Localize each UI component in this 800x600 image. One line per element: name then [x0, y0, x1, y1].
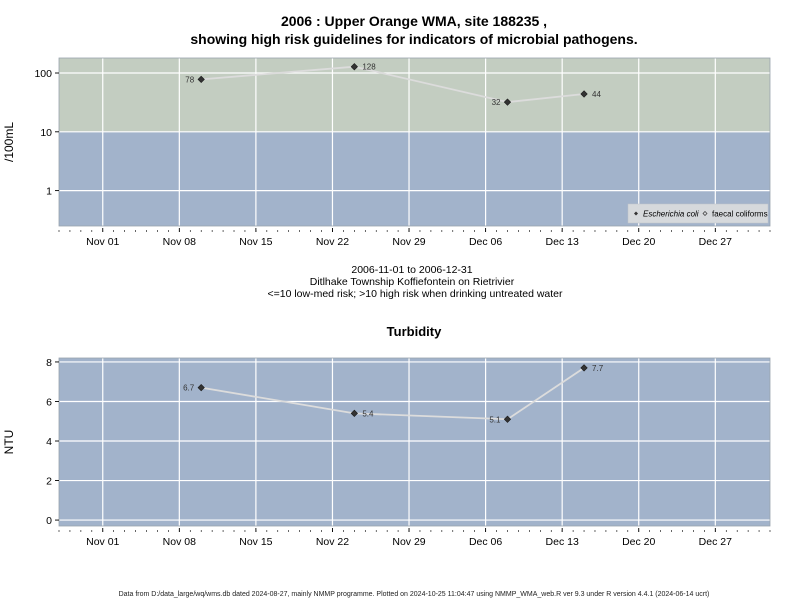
y-axis-label: /100mL: [2, 122, 16, 162]
x-tick-label: Dec 27: [699, 536, 732, 548]
data-point: [503, 98, 512, 106]
footer-note: Data from D:/data_large/wq/wms.db dated …: [119, 591, 710, 598]
legend-marker-faecal: [702, 211, 708, 216]
data-label: 78: [185, 75, 194, 84]
x-tick-label: Nov 29: [392, 236, 425, 248]
legend-marker-ecoli: [634, 211, 638, 216]
series-line: [201, 65, 585, 104]
x-tick-label: Nov 29: [392, 536, 425, 548]
x-tick-label: Nov 08: [163, 236, 196, 248]
x-tick-label: Dec 20: [622, 536, 655, 548]
data-point: [580, 90, 588, 98]
x-tick-label: Nov 22: [316, 536, 349, 548]
y-axis-label: NTU: [2, 430, 16, 455]
data-label: 5.4: [362, 409, 374, 418]
x-tick-label: Dec 20: [622, 236, 655, 248]
turbidity-panel: Nov 01 Nov 08 Nov 15 Nov 22 Nov 29 Dec 06 Dec …: [2, 357, 771, 548]
y-tick-label: 2: [46, 476, 52, 488]
data-label: 128: [362, 63, 376, 72]
data-point: [580, 364, 588, 372]
data-label: 44: [592, 90, 601, 99]
plot-frame: [58, 57, 771, 227]
y-tick-label: 0: [46, 515, 52, 527]
x-tick-label: Dec 13: [546, 536, 579, 548]
subtitle-guideline: <=10 low-med risk; >10 high risk when dr…: [267, 288, 563, 300]
x-tick-label: Dec 13: [546, 236, 579, 248]
y-tick-label: 1: [46, 186, 52, 198]
y-tick-label: 10: [40, 127, 52, 139]
y-tick-label: 4: [46, 436, 52, 448]
data-label: 6.7: [183, 384, 195, 393]
x-tick-label: Nov 01: [86, 236, 119, 248]
legend-label-faecal: faecal coliforms: [712, 210, 768, 219]
data-point: [503, 415, 512, 423]
x-tick-label: Nov 01: [86, 536, 119, 548]
y-tick-label: 6: [46, 396, 52, 408]
subtitle-site: Ditlhake Township Koffiefontein on Rietr…: [310, 276, 515, 288]
plot-background: [59, 358, 770, 526]
chart-title-line1: 2006 : Upper Orange WMA, site 188235 ,: [281, 13, 547, 29]
data-point: [350, 63, 358, 71]
x-tick-label: Nov 08: [163, 536, 196, 548]
plot-frame: [58, 357, 771, 527]
data-label: 5.1: [489, 415, 501, 424]
y-tick-label: 8: [46, 357, 52, 369]
y-tick-label: 100: [34, 68, 52, 80]
turbidity-title: Turbidity: [387, 324, 442, 339]
data-point: [197, 75, 205, 83]
microbial-panel: Nov 01 Nov 08 Nov 15 Nov 22 Nov 29 Dec 06 Dec …: [2, 57, 771, 248]
x-tick-label: Dec 06: [469, 236, 502, 248]
data-label: 32: [492, 98, 501, 107]
x-tick-label: Dec 27: [699, 236, 732, 248]
x-tick-label: Nov 15: [239, 236, 272, 248]
x-tick-label: Dec 06: [469, 536, 502, 548]
chart-title-line2: showing high risk guidelines for indicat…: [190, 31, 637, 47]
data-point: [197, 384, 205, 392]
series-line: [201, 367, 585, 421]
legend-label-ecoli: Escherichia coli: [643, 210, 699, 219]
data-label: 7.7: [592, 364, 604, 373]
subtitle-date-range: 2006-11-01 to 2006-12-31: [351, 264, 472, 276]
x-tick-label: Nov 15: [239, 536, 272, 548]
high-risk-band: [59, 58, 770, 132]
data-point: [350, 409, 358, 417]
legend-box: [627, 203, 769, 224]
x-tick-label: Nov 22: [316, 236, 349, 248]
